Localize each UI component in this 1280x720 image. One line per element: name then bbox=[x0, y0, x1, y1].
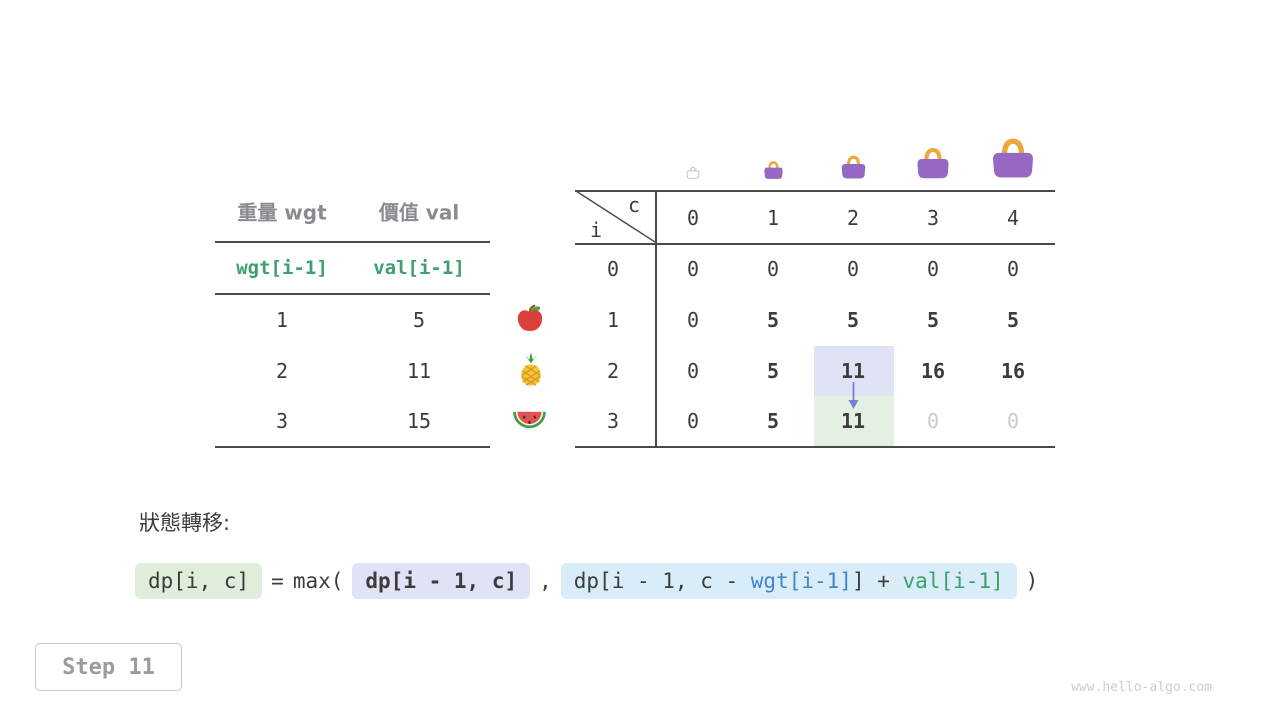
weights-table-divider-mid bbox=[215, 293, 490, 295]
watermelon-icon bbox=[511, 408, 548, 434]
dp-cell-0-4: 0 bbox=[1006, 257, 1020, 281]
dp-cell-2-1: 5 bbox=[766, 359, 780, 383]
dp-table-border-top bbox=[575, 190, 1055, 192]
dp-cell-2-0: 0 bbox=[686, 359, 700, 383]
apple-icon bbox=[515, 303, 545, 333]
formula-arg2-val: val[i-1] bbox=[902, 569, 1004, 593]
dp-table-header-divider bbox=[575, 243, 1055, 245]
dp-cell-3-0: 0 bbox=[686, 409, 700, 433]
formula-equals: = bbox=[271, 569, 284, 593]
step-label: Step 11 bbox=[62, 654, 155, 680]
bag-icon-capacity-4 bbox=[990, 136, 1036, 180]
dp-cell-3-2: 11 bbox=[840, 409, 866, 433]
step-indicator: Step 11 bbox=[35, 643, 182, 691]
dp-cell-2-4: 16 bbox=[1000, 359, 1026, 383]
dp-cell-0-1: 0 bbox=[766, 257, 780, 281]
bag-icon-capacity-2 bbox=[840, 154, 867, 180]
dp-col-header-2: 2 bbox=[846, 206, 860, 230]
formula-arg2-prefix: dp[i - 1, c - bbox=[573, 569, 751, 593]
dp-cell-2-3: 16 bbox=[920, 359, 946, 383]
dp-cell-3-4: 0 bbox=[1006, 409, 1020, 433]
formula-close-paren: ) bbox=[1025, 569, 1039, 593]
weights-table-subheader-wgt: wgt[i-1] bbox=[236, 257, 328, 279]
weights-row-2-val: 15 bbox=[406, 409, 432, 433]
dp-row-header-3: 3 bbox=[606, 409, 620, 433]
weights-table-header-wgt: 重量 wgt bbox=[237, 200, 327, 225]
weights-table-subheader-val: val[i-1] bbox=[373, 257, 465, 279]
weights-table-header-val: 價值 val bbox=[378, 200, 460, 225]
formula-lhs: dp[i, c] bbox=[135, 563, 263, 599]
dp-col-header-0: 0 bbox=[686, 206, 700, 230]
dp-cell-0-3: 0 bbox=[926, 257, 940, 281]
dp-cell-3-1: 5 bbox=[766, 409, 780, 433]
dp-cell-3-3: 0 bbox=[926, 409, 940, 433]
weights-table-divider-bottom bbox=[215, 446, 490, 448]
formula-max-open: max( bbox=[292, 569, 344, 593]
dp-corner-label-i: i bbox=[589, 218, 603, 242]
dp-cell-1-1: 5 bbox=[766, 308, 780, 332]
state-transition-label: 狀態轉移: bbox=[139, 511, 231, 535]
weights-row-1-val: 11 bbox=[406, 359, 432, 383]
dp-cell-1-4: 5 bbox=[1006, 308, 1020, 332]
dp-corner-label-c: c bbox=[627, 193, 641, 217]
weights-row-0-wgt: 1 bbox=[275, 308, 289, 332]
formula-arg2-wgt: wgt[i-1] bbox=[750, 569, 852, 593]
formula-comma: , bbox=[539, 569, 552, 593]
dp-cell-1-3: 5 bbox=[926, 308, 940, 332]
dp-cell-1-0: 0 bbox=[686, 308, 700, 332]
pineapple-icon bbox=[518, 351, 544, 387]
formula-arg1: dp[i - 1, c] bbox=[352, 563, 531, 599]
bag-icon-capacity-3 bbox=[915, 146, 951, 180]
dp-row-header-0: 0 bbox=[606, 257, 620, 281]
dp-cell-1-2: 5 bbox=[846, 308, 860, 332]
weights-row-0-val: 5 bbox=[412, 308, 426, 332]
dp-col-header-3: 3 bbox=[926, 206, 940, 230]
dp-col-header-4: 4 bbox=[1006, 206, 1020, 230]
bag-icon-capacity-1 bbox=[763, 160, 784, 180]
dp-col-header-1: 1 bbox=[766, 206, 780, 230]
dp-row-header-2: 2 bbox=[606, 359, 620, 383]
dp-table-border-bottom bbox=[575, 446, 1055, 448]
formula-arg2: dp[i - 1, c - wgt[i-1]] + val[i-1] bbox=[560, 563, 1017, 599]
watermark: www.hello-algo.com bbox=[1071, 680, 1212, 695]
weights-row-2-wgt: 3 bbox=[275, 409, 289, 433]
dp-row-header-1: 1 bbox=[606, 308, 620, 332]
corner-diagonal-line bbox=[575, 190, 656, 243]
formula-arg2-bracket-plus: ] + bbox=[851, 569, 903, 593]
state-transition-formula: dp[i, c] = max( dp[i - 1, c] , dp[i - 1,… bbox=[135, 563, 1047, 599]
weights-row-1-wgt: 2 bbox=[275, 359, 289, 383]
weights-table-divider-top bbox=[215, 241, 490, 243]
dp-cell-2-2: 11 bbox=[840, 359, 866, 383]
dp-table-vertical-divider bbox=[655, 190, 657, 446]
dp-cell-0-2: 0 bbox=[846, 257, 860, 281]
bag-icon-capacity-0 bbox=[686, 166, 700, 179]
dp-cell-0-0: 0 bbox=[686, 257, 700, 281]
